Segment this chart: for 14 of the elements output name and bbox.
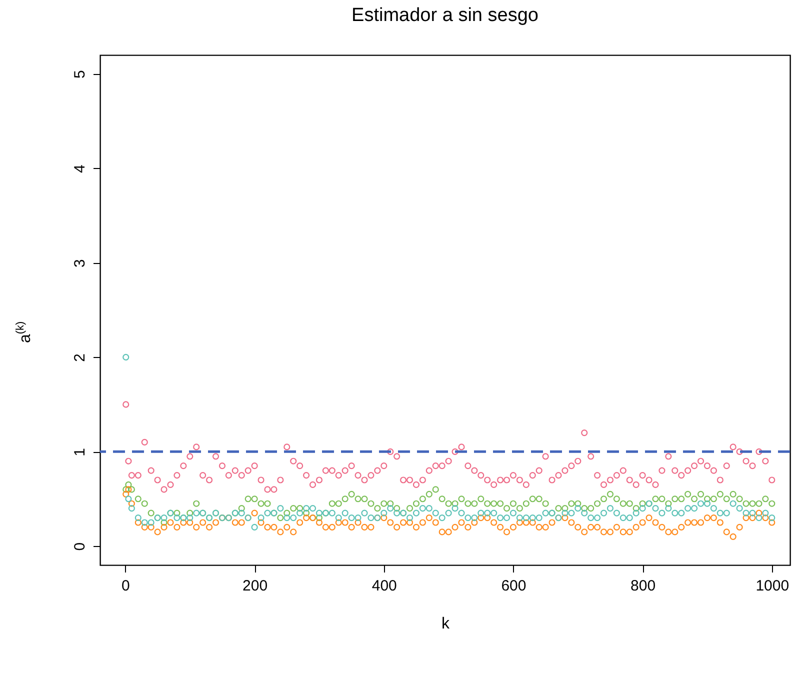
- y-tick-label: 3: [72, 259, 88, 268]
- x-tick-label: 200: [242, 578, 268, 594]
- x-axis-title: k: [442, 616, 450, 632]
- y-tick-label: 0: [72, 542, 88, 551]
- x-tick-label: 1000: [756, 578, 790, 594]
- x-tick-label: 600: [501, 578, 526, 594]
- x-tick-label: 400: [372, 578, 397, 594]
- y-tick-label: 1: [72, 448, 88, 456]
- y-tick-label: 4: [72, 164, 88, 174]
- chart-title: Estimador a sin sesgo: [352, 5, 538, 26]
- x-tick-label: 800: [630, 578, 656, 594]
- y-tick-label: 5: [72, 70, 88, 79]
- x-tick-label: 0: [122, 578, 130, 594]
- y-tick-label: 2: [72, 354, 88, 362]
